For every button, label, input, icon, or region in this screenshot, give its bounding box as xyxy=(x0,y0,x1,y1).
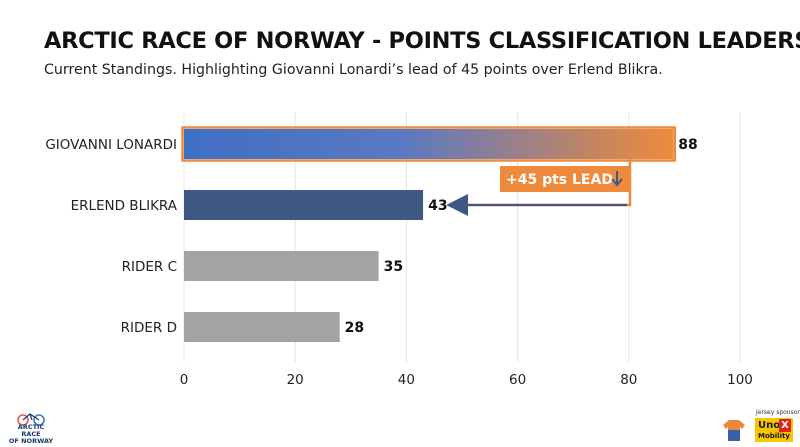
x-tick-label: 40 xyxy=(398,372,415,388)
bicycle-icon xyxy=(17,413,45,426)
lead-annotation-box xyxy=(500,166,630,192)
logo-line-2: OF NORWAY xyxy=(8,437,54,445)
down-arrow-icon xyxy=(611,171,623,187)
bar-value-label: 88 xyxy=(678,137,697,153)
x-tick-label: 20 xyxy=(287,372,304,388)
x-tick-label: 0 xyxy=(180,372,189,388)
sponsor-label: Jersey sponsor xyxy=(756,409,800,416)
bar xyxy=(184,190,424,220)
jersey-icon xyxy=(723,420,745,441)
bar xyxy=(184,129,674,159)
bar-value-label: 35 xyxy=(384,259,403,275)
x-tick-label: 80 xyxy=(620,372,637,388)
y-category-label: GIOVANNI LONARDI xyxy=(45,137,177,153)
bar xyxy=(184,312,340,342)
chart-subtitle: Current Standings. Highlighting Giovanni… xyxy=(44,62,663,78)
bar-value-label: 28 xyxy=(345,320,364,336)
x-tick-label: 60 xyxy=(509,372,526,388)
y-category-label: RIDER D xyxy=(121,320,177,336)
uno-x-mobility-logo: Uno X Mobility xyxy=(755,418,793,442)
chart-title: ARCTIC RACE OF NORWAY - POINTS CLASSIFIC… xyxy=(44,28,800,54)
arctic-race-logo: ARCTIC RACE OF NORWAY xyxy=(8,424,54,445)
sponsor-name-x: X xyxy=(779,419,791,432)
x-tick-label: 100 xyxy=(727,372,753,388)
y-category-label: ERLEND BLIKRA xyxy=(71,198,178,214)
logo-line-1: ARCTIC RACE xyxy=(17,423,45,438)
lead-annotation-text: +45 pts LEAD xyxy=(506,172,613,188)
leader-highlight-outline xyxy=(181,126,677,162)
bar xyxy=(184,251,379,281)
sponsor-name-bottom: Mobility xyxy=(758,432,790,440)
y-category-label: RIDER C xyxy=(122,259,177,275)
bar-value-label: 43 xyxy=(428,198,447,214)
sponsor-name-top: Uno xyxy=(758,420,781,431)
